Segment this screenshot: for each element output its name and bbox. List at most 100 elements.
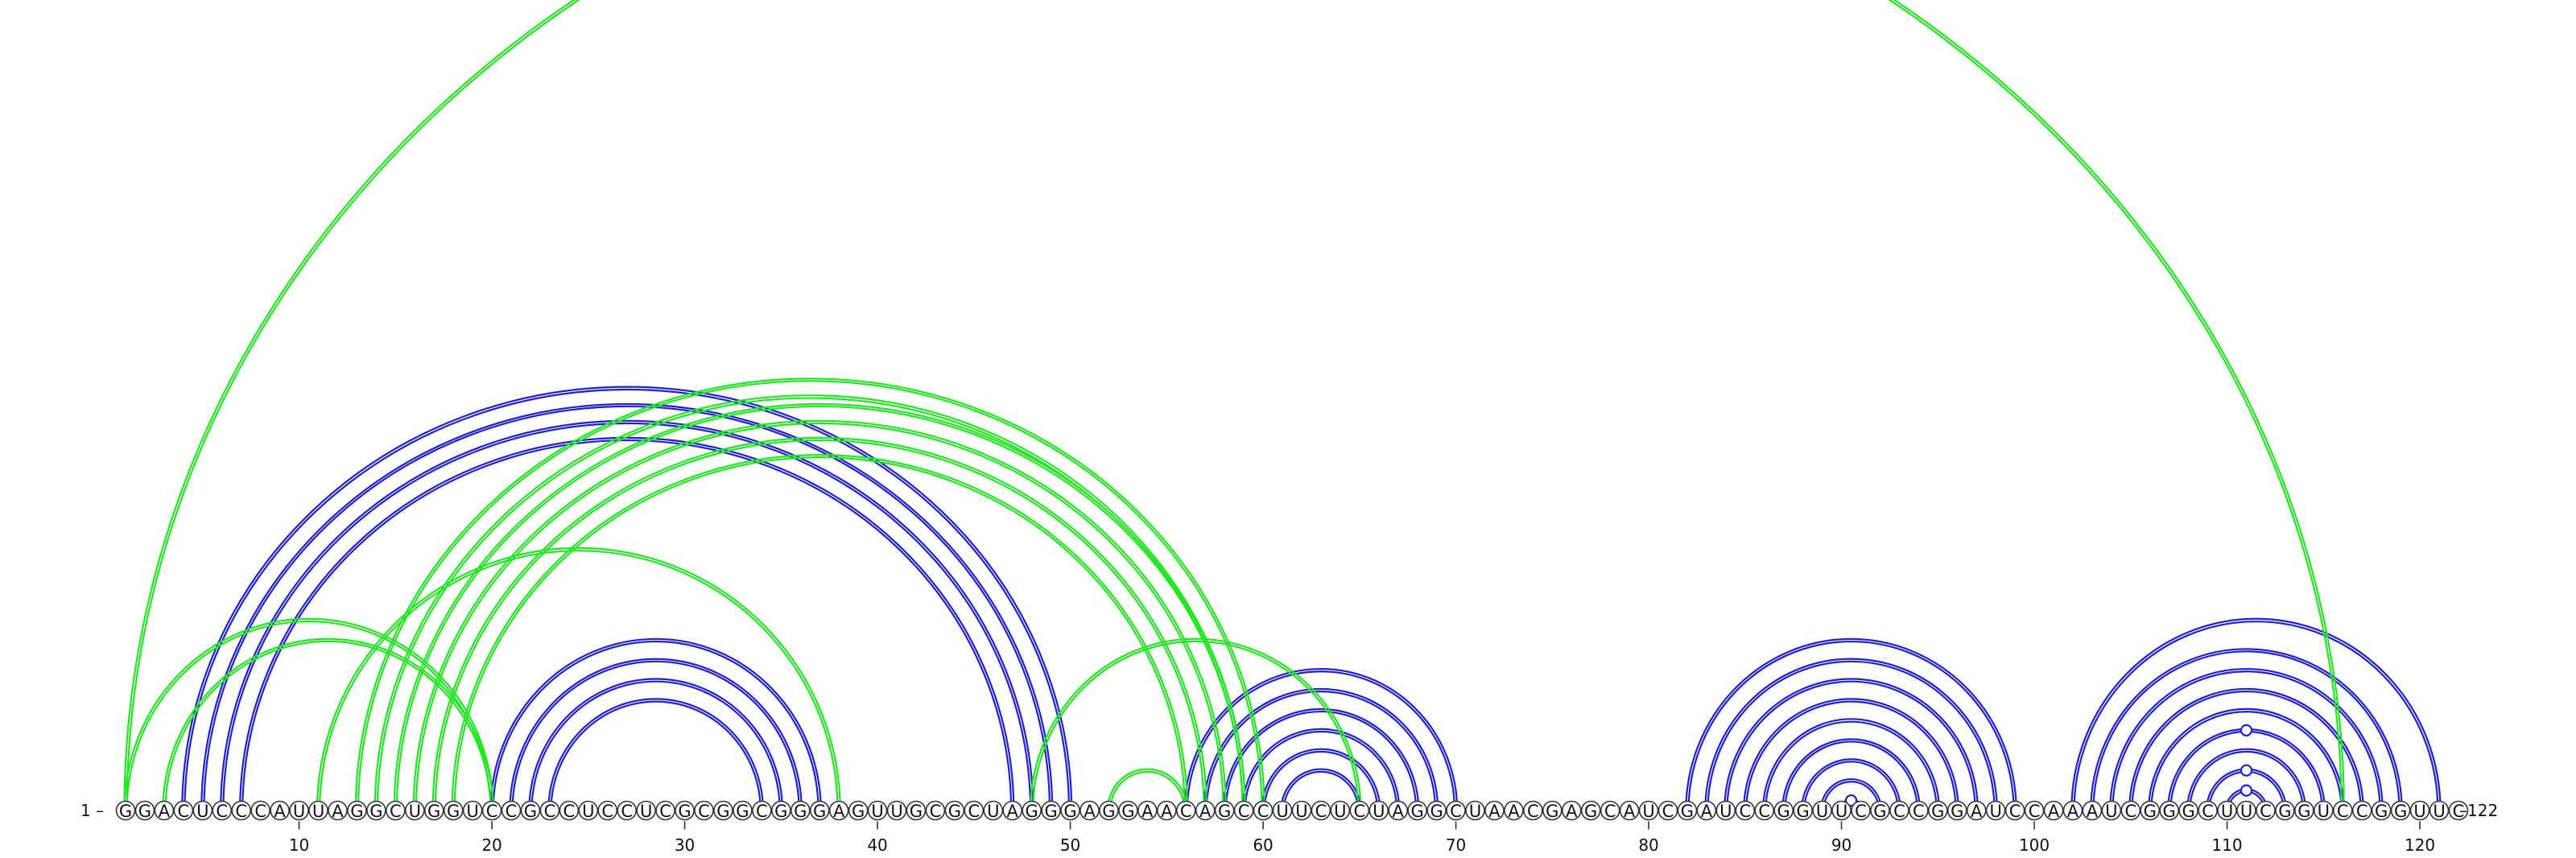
green-pair-arc-15-59-0 bbox=[395, 405, 1244, 811]
nucleotide-14: G bbox=[369, 802, 382, 821]
nucleotide-circle-45 bbox=[964, 800, 985, 821]
blue-pair-arc-86-95-0 bbox=[1765, 720, 1938, 811]
nucleotide-29: C bbox=[659, 802, 671, 821]
nucleotide-circle-95 bbox=[1928, 800, 1948, 821]
blue-pair-arc-103-119-1 bbox=[2090, 648, 2403, 811]
blue-pair-arc-23-34-0 bbox=[550, 700, 762, 811]
blue-pair-arc-108-114-1 bbox=[2186, 748, 2307, 811]
nucleotide-9: A bbox=[274, 802, 286, 821]
nucleotide-104: U bbox=[2105, 802, 2117, 821]
gu-marker-109-113 bbox=[2240, 764, 2253, 777]
blue-pair-arc-102-121-0 bbox=[2073, 620, 2439, 811]
nucleotide-6: C bbox=[216, 802, 228, 821]
blue-pair-arc-83-98-0 bbox=[1707, 660, 1996, 811]
nucleotide-26: C bbox=[601, 802, 613, 821]
nucleotide-circle-88 bbox=[1793, 800, 1813, 821]
nucleotide-57: A bbox=[1199, 802, 1212, 821]
nucleotide-circle-47 bbox=[1002, 800, 1022, 821]
nucleotide-circle-119 bbox=[2390, 800, 2411, 821]
nucleotide-52: G bbox=[1102, 802, 1115, 821]
nucleotide-circle-10 bbox=[289, 800, 309, 821]
tick-label-70: 70 bbox=[1446, 835, 1466, 855]
nucleotide-11: U bbox=[312, 802, 324, 821]
nucleotide-circle-99 bbox=[2004, 800, 2025, 821]
nucleotide-111: U bbox=[2240, 802, 2252, 821]
nucleotide-17: G bbox=[427, 802, 440, 821]
nucleotide-circle-57 bbox=[1195, 800, 1216, 821]
nucleotide-58: G bbox=[1218, 802, 1231, 821]
tick-label-110: 110 bbox=[2211, 835, 2242, 855]
nucleotide-circle-53 bbox=[1118, 800, 1138, 821]
green-pair-arc-14-59-1 bbox=[374, 394, 1246, 811]
nucleotide-99: C bbox=[2009, 802, 2021, 821]
nucleotide-108: G bbox=[2182, 802, 2195, 821]
sequence-start-label: 1 – bbox=[80, 801, 104, 820]
nucleotide-circle-24 bbox=[559, 800, 580, 821]
nucleotide-35: G bbox=[774, 802, 787, 821]
nucleotide-circle-17 bbox=[423, 800, 444, 821]
blue-pair-arc-7-47-0 bbox=[242, 439, 1013, 811]
blue-pair-arc-22-35-0 bbox=[530, 680, 781, 811]
green-pair-arc-11-38-1 bbox=[316, 547, 841, 811]
nucleotide-circle-107 bbox=[2159, 800, 2179, 821]
blue-pair-arc-5-49-0 bbox=[203, 405, 1051, 811]
nucleotide-circle-34 bbox=[752, 800, 772, 821]
blue-pair-arc-84-97-1 bbox=[1724, 678, 1979, 811]
nucleotide-circle-58 bbox=[1214, 800, 1235, 821]
nucleotide-circle-38 bbox=[828, 800, 849, 821]
nucleotide-circle-103 bbox=[2082, 800, 2103, 821]
nucleotide-69: G bbox=[1430, 802, 1443, 821]
nucleotide-100: C bbox=[2029, 802, 2041, 821]
nucleotide-70: C bbox=[1450, 802, 1462, 821]
nucleotide-circle-63 bbox=[1311, 800, 1331, 821]
nucleotide-circle-86 bbox=[1754, 800, 1775, 821]
nucleotide-23: C bbox=[544, 802, 556, 821]
nucleotide-circle-114 bbox=[2294, 800, 2314, 821]
blue-pair-arc-106-116-0 bbox=[2150, 710, 2343, 811]
nucleotide-circle-16 bbox=[404, 800, 425, 821]
nucleotide-circle-39 bbox=[848, 800, 869, 821]
nucleotide-66: U bbox=[1373, 802, 1385, 821]
nucleotide-circle-66 bbox=[1368, 800, 1389, 821]
nucleotide-61: U bbox=[1276, 802, 1288, 821]
nucleotide-45: C bbox=[968, 802, 980, 821]
nucleotide-80: U bbox=[1642, 802, 1654, 821]
base-pair-arcs bbox=[124, 0, 2442, 811]
nucleotide-circle-122 bbox=[2448, 800, 2469, 821]
nucleotide-circle-60 bbox=[1253, 800, 1274, 821]
nucleotide-circle-69 bbox=[1426, 800, 1447, 821]
nucleotide-122: C bbox=[2453, 802, 2465, 821]
nucleotide-circle-8 bbox=[250, 800, 270, 821]
blue-pair-arc-102-121-1 bbox=[2070, 617, 2442, 811]
nucleotide-circle-15 bbox=[385, 800, 406, 821]
nucleotide-51: A bbox=[1084, 802, 1096, 821]
nucleotide-circle-48 bbox=[1022, 800, 1042, 821]
nucleotide-circle-35 bbox=[770, 800, 791, 821]
nucleotide-19: U bbox=[466, 802, 478, 821]
nucleotide-circle-19 bbox=[462, 800, 483, 821]
green-pair-arc-17-57-1 bbox=[431, 436, 1208, 811]
blue-pair-arc-85-96-1 bbox=[1743, 698, 1959, 811]
nucleotide-circle-42 bbox=[906, 800, 927, 821]
nucleotide-34: C bbox=[756, 802, 768, 821]
nucleotide-circle-90 bbox=[1831, 800, 1852, 821]
nucleotide-circle-43 bbox=[925, 800, 946, 821]
nucleotide-circle-108 bbox=[2178, 800, 2198, 821]
nucleotide-64: U bbox=[1334, 802, 1346, 821]
blue-pair-arc-108-114-0 bbox=[2189, 750, 2304, 811]
nucleotide-78: C bbox=[1604, 802, 1616, 821]
nucleotide-circle-67 bbox=[1388, 800, 1408, 821]
nucleotide-2: G bbox=[138, 802, 151, 821]
blue-pair-arc-105-117-1 bbox=[2128, 687, 2364, 811]
nucleotide-circle-105 bbox=[2120, 800, 2141, 821]
nucleotide-circle-23 bbox=[539, 800, 560, 821]
tick-label-50: 50 bbox=[1060, 835, 1080, 855]
sequence-end-label: –122 bbox=[2459, 801, 2498, 820]
nucleotide-circle-25 bbox=[578, 800, 599, 821]
nucleotide-60: C bbox=[1257, 802, 1269, 821]
nucleotide-13: G bbox=[350, 802, 363, 821]
nucleotide-circle-74 bbox=[1523, 800, 1543, 821]
nucleotide-102: A bbox=[2067, 802, 2079, 821]
blue-pair-arc-20-37-1 bbox=[489, 637, 822, 811]
blue-pair-arc-7-47-1 bbox=[239, 436, 1015, 811]
